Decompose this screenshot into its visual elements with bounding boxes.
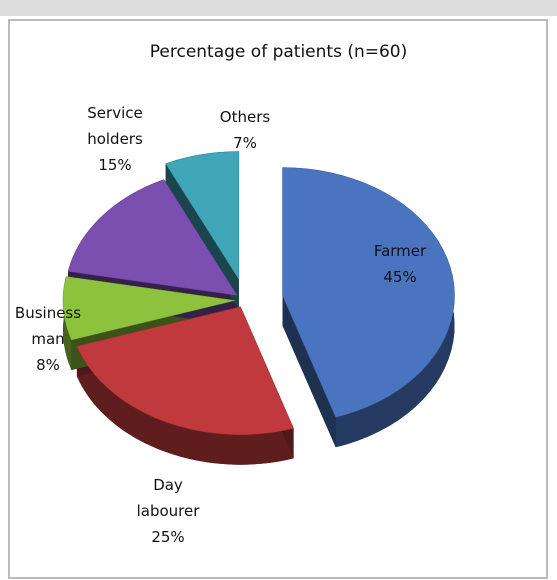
value-label: 7% — [233, 134, 257, 152]
slice-wall — [76, 346, 294, 465]
value-label: 25% — [151, 528, 185, 546]
slice — [165, 151, 240, 281]
category-label: Day labourer — [136, 476, 200, 520]
slice — [282, 167, 455, 418]
slice — [62, 276, 236, 341]
value-label: 45% — [383, 268, 417, 286]
category-label: Others — [219, 108, 271, 126]
slice-side — [282, 295, 336, 448]
chart-title: Percentage of patients (n=60) — [149, 42, 408, 62]
category-label: Business man — [14, 304, 82, 348]
value-label: 8% — [36, 356, 60, 374]
slice — [76, 306, 294, 435]
top-strip — [0, 0, 557, 16]
slice — [67, 179, 238, 296]
value-label: 15% — [98, 156, 132, 174]
category-label: Farmer — [373, 242, 427, 260]
category-label: Service holders — [87, 104, 143, 148]
